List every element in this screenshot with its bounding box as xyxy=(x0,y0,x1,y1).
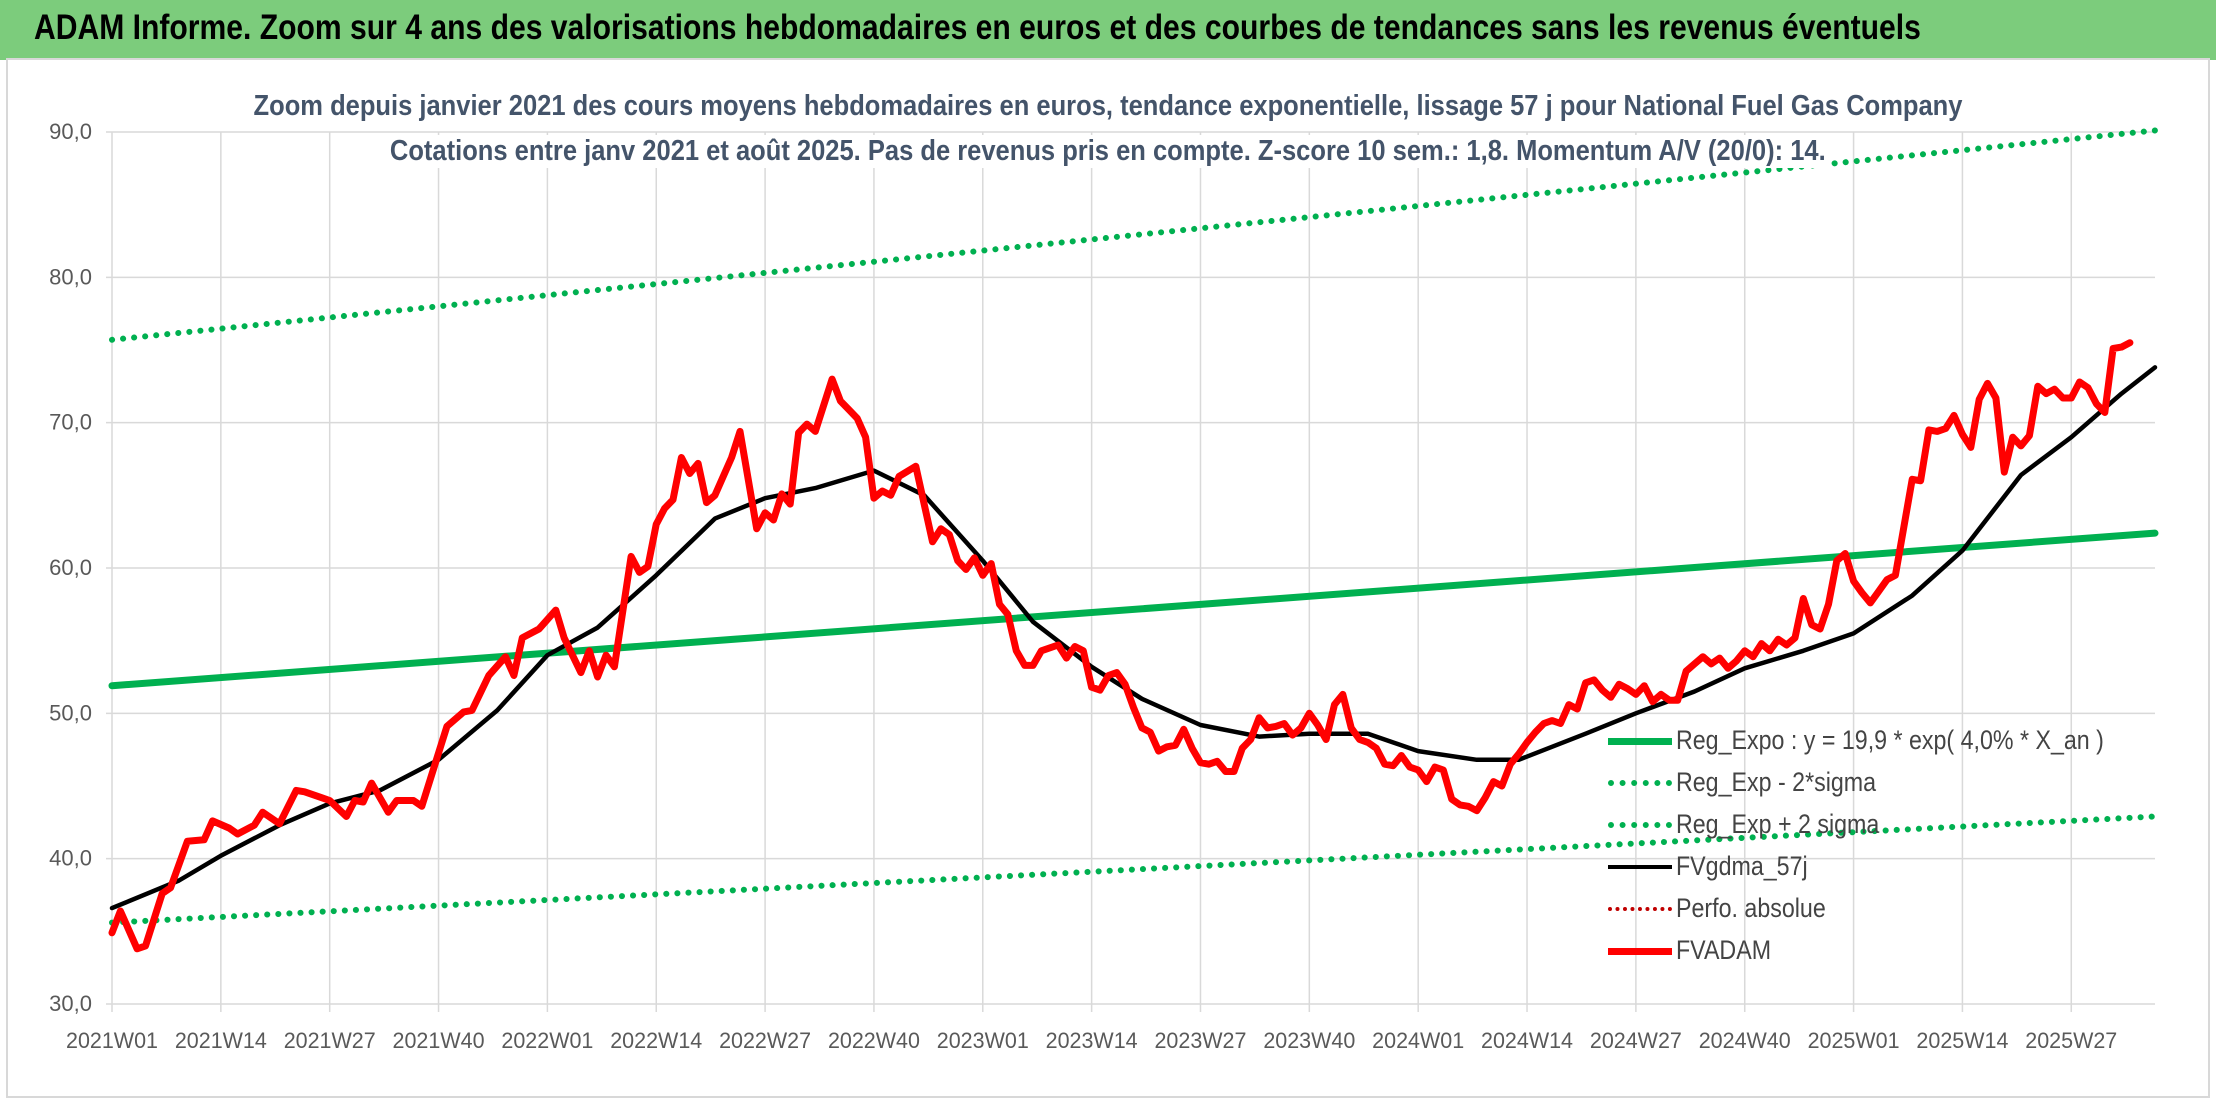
x-tick-label: 2025W27 xyxy=(2025,1028,2117,1053)
legend-item-reg-expo: Reg_Expo : y = 19,9 * exp( 4,0% * X_an ) xyxy=(1608,722,2148,762)
y-tick-label: 60,0 xyxy=(49,555,92,580)
chart-frame xyxy=(6,58,2210,1098)
legend-item-perfo: Perfo. absolue xyxy=(1608,890,2148,930)
x-tick-label: 2021W01 xyxy=(66,1028,158,1053)
series-reg-expo-line xyxy=(108,529,2159,690)
axis-labels: 30,0 40,0 50,0 60,0 70,0 80,0 90,0 2021W01 2021W… xyxy=(49,119,2117,1053)
series-fvadam-line xyxy=(108,339,2134,953)
x-tick-label: 2024W14 xyxy=(1481,1028,1573,1053)
x-tick-label: 2022W27 xyxy=(719,1028,811,1053)
x-tick-label: 2023W01 xyxy=(937,1028,1029,1053)
legend-swatch-solid-red xyxy=(1608,948,1672,955)
x-tick-label: 2024W01 xyxy=(1372,1028,1464,1053)
series-fvgdma-57j-line xyxy=(109,365,2158,911)
x-tick-label: 2023W40 xyxy=(1263,1028,1355,1053)
legend-item-fvadam: FVADAM xyxy=(1608,932,2148,972)
legend-label: FVADAM xyxy=(1676,935,1772,965)
report-title: ADAM Informe. Zoom sur 4 ans des valoris… xyxy=(34,8,1921,47)
chart-title-line-1: Zoom depuis janvier 2021 des cours moyen… xyxy=(0,90,2216,123)
chart-title: Zoom depuis janvier 2021 des cours moyen… xyxy=(248,90,1968,123)
legend-label: Reg_Exp - 2*sigma xyxy=(1676,767,1877,797)
legend-item-gdma: FVgdma_57j xyxy=(1608,848,2148,888)
x-tick-label: 2022W14 xyxy=(610,1028,702,1053)
x-tick-label: 2021W14 xyxy=(175,1028,267,1053)
x-tick-label: 2021W40 xyxy=(393,1028,485,1053)
x-tick-label: 2022W01 xyxy=(501,1028,593,1053)
legend-label: Perfo. absolue xyxy=(1676,893,1826,923)
legend-swatch-solid-green xyxy=(1608,738,1672,745)
x-tick-label: 2025W14 xyxy=(1916,1028,2008,1053)
chart-subtitle: Cotations entre janv 2021 et août 2025. … xyxy=(384,135,1832,168)
legend-label: FVgdma_57j xyxy=(1676,851,1808,881)
x-tick-label: 2022W40 xyxy=(828,1028,920,1053)
series-reg-minus-2sigma-line xyxy=(109,813,2158,926)
x-tick-label: 2025W01 xyxy=(1808,1028,1900,1053)
y-tick-label: 50,0 xyxy=(49,700,92,725)
legend-item-reg-plus: Reg_Exp + 2 sigma xyxy=(1608,806,2148,846)
x-tick-label: 2024W27 xyxy=(1590,1028,1682,1053)
x-tick-label: 2021W27 xyxy=(284,1028,376,1053)
y-tick-label: 30,0 xyxy=(49,991,92,1016)
legend-item-reg-minus: Reg_Exp - 2*sigma xyxy=(1608,764,2148,804)
legend-label: Reg_Exp + 2 sigma xyxy=(1676,809,1880,839)
legend-swatch-dotted-green xyxy=(1608,822,1672,828)
legend-swatch-dotted-green xyxy=(1608,780,1672,786)
report-banner: ADAM Informe. Zoom sur 4 ans des valoris… xyxy=(0,0,2216,60)
y-tick-label: 70,0 xyxy=(49,410,92,435)
y-tick-label: 90,0 xyxy=(49,119,92,144)
x-tick-label: 2024W40 xyxy=(1699,1028,1791,1053)
x-tick-label: 2023W27 xyxy=(1154,1028,1246,1053)
y-tick-label: 80,0 xyxy=(49,264,92,289)
x-tick-label: 2023W14 xyxy=(1046,1028,1138,1053)
legend-label: Reg_Expo : y = 19,9 * exp( 4,0% * X_an ) xyxy=(1676,725,2104,755)
chart-title-line-2: Cotations entre janv 2021 et août 2025. … xyxy=(0,135,2216,168)
legend-swatch-dotted-red xyxy=(1608,907,1672,911)
legend-swatch-solid-black xyxy=(1608,865,1672,869)
y-tick-label: 40,0 xyxy=(49,846,92,871)
